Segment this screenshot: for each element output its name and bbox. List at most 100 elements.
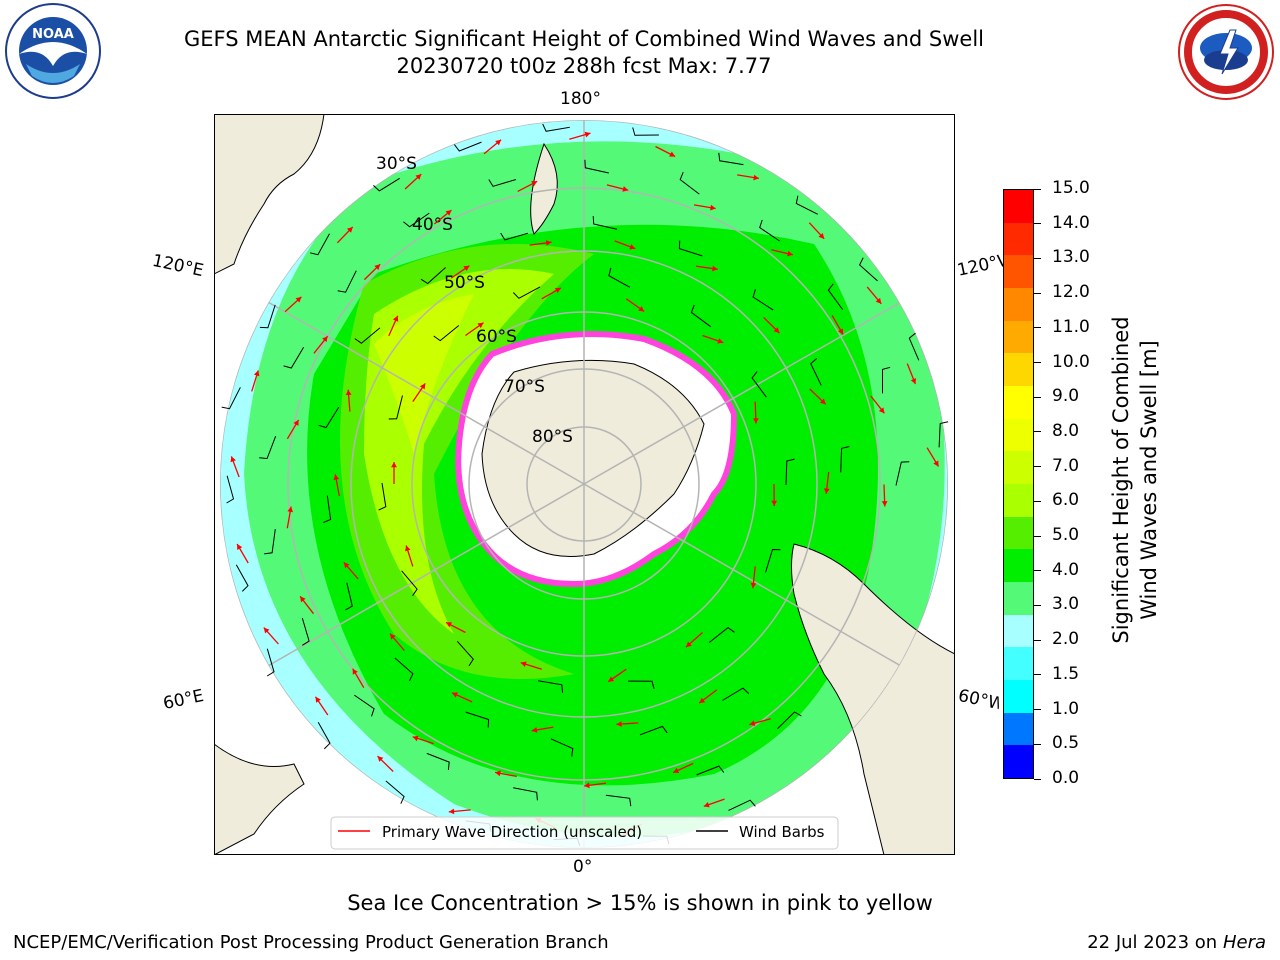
colorbar-tick-mark	[1034, 500, 1041, 502]
wave-arrow-head	[390, 633, 396, 640]
wind-barb	[722, 687, 750, 701]
colorbar-tick-mark	[1034, 709, 1041, 711]
colorbar-bin	[1004, 549, 1033, 582]
colorbar-tick-mark	[1034, 362, 1041, 364]
wind-barb	[858, 257, 878, 282]
wind-barb	[354, 694, 375, 717]
colorbar-bin	[1004, 712, 1033, 746]
lon-label-60w: 60°W	[956, 685, 1002, 715]
lat-label-80s: 80°S	[532, 427, 573, 447]
wave-arrow-head	[710, 204, 716, 211]
wind-barb	[323, 495, 332, 524]
wave-arrow-head	[352, 668, 358, 675]
wave-arrow-head	[477, 322, 484, 329]
wave-arrow-head	[622, 186, 629, 192]
wave-arrow-head	[545, 240, 552, 246]
wave-arrow-head	[673, 767, 680, 773]
wind-barb	[456, 640, 474, 667]
wave-arrow-head	[773, 327, 780, 333]
colorbar-tick-mark	[1034, 223, 1041, 225]
colorbar-bin	[1004, 189, 1033, 223]
colorbar-label: Significant Height of Combined Wind Wave…	[1107, 250, 1163, 710]
wave-arrow-head	[838, 328, 844, 335]
wave-arrow-head	[554, 287, 561, 293]
wind-barb	[550, 738, 574, 757]
wave-arrow-head	[753, 174, 759, 181]
wind-barb	[840, 446, 850, 473]
wind-barb	[378, 482, 387, 511]
colorbar-tick-label: 9.0	[1052, 386, 1080, 407]
colorbar-tick-mark	[1034, 535, 1041, 537]
footer-date-text: 22 Jul 2023 on	[1087, 932, 1223, 953]
wave-arrow-head	[230, 456, 236, 463]
wave-arrow-head	[300, 596, 306, 603]
colorbar-tick-label: 1.0	[1052, 698, 1080, 719]
colorbar-tick-label: 12.0	[1052, 282, 1090, 303]
colorbar-bin	[1004, 745, 1033, 778]
colorbar-tick-mark	[1034, 396, 1041, 398]
lon-label-120e: 120°E	[150, 250, 206, 282]
wave-arrow-head	[333, 474, 340, 481]
wind-barb	[373, 177, 400, 192]
wave-arrow-head	[787, 250, 793, 257]
wind-barb	[500, 232, 529, 241]
wind-barb	[221, 387, 241, 410]
wind-barb	[259, 435, 277, 460]
footer-host: Hera	[1222, 932, 1266, 953]
colorbar-tick-mark	[1034, 327, 1041, 329]
colorbar-tick-mark	[1034, 466, 1041, 468]
wave-arrow-head	[749, 720, 756, 726]
wind-barb	[765, 548, 781, 573]
wind-barb	[394, 657, 414, 682]
wind-barb	[512, 286, 541, 299]
wind-barb	[751, 371, 767, 398]
sea-ice-caption: Sea Ice Concentration > 15% is shown in …	[347, 891, 933, 915]
wave-arrow-head	[638, 306, 645, 312]
wind-barb	[759, 219, 780, 242]
wind-barb	[433, 325, 460, 342]
wind-barb	[678, 240, 703, 257]
wind-barb	[785, 458, 795, 486]
wind-barb	[696, 765, 725, 776]
wind-barb	[908, 332, 920, 361]
wind-barb	[752, 289, 774, 311]
colorbar-tick-label: 11.0	[1052, 316, 1090, 337]
lat-label-50s: 50°S	[444, 273, 485, 293]
wind-barb	[226, 475, 235, 504]
wave-arrow-head	[343, 562, 350, 569]
colorbar-tick-mark	[1034, 257, 1041, 259]
colorbar-tick-label: 5.0	[1052, 525, 1080, 546]
graticule	[220, 120, 948, 848]
legend-barb-label: Wind Barbs	[739, 823, 825, 841]
wave-arrow-head	[374, 264, 381, 270]
wind-barb	[259, 304, 276, 329]
wave-arrow-head	[819, 398, 826, 405]
wave-arrow-head	[315, 696, 321, 703]
wind-barb	[538, 680, 564, 693]
vector-layer	[221, 123, 949, 846]
colorbar-label-line2: Wind Waves and Swell [m]	[1137, 340, 1161, 620]
lat-label-70s: 70°S	[504, 377, 545, 397]
colorbar-tick-label: 15.0	[1052, 178, 1090, 198]
colorbar	[1003, 189, 1034, 779]
wind-barb	[679, 172, 700, 195]
colorbar-tick-label: 2.0	[1052, 629, 1080, 650]
wave-arrow-head	[584, 131, 591, 138]
lon-label-180: 180°	[560, 89, 601, 109]
africa-land	[214, 743, 305, 855]
wave-arrow-head	[699, 697, 706, 704]
colorbar-tick-mark	[1034, 743, 1041, 745]
colorbar-bin	[1004, 255, 1033, 288]
colorbar-tick-label: 3.0	[1052, 594, 1080, 615]
wind-barb	[938, 421, 949, 448]
wave-arrow-head	[345, 389, 352, 396]
colorbar-tick-label: 8.0	[1052, 420, 1080, 441]
wind-barb	[266, 648, 275, 677]
wave-arrow-head	[293, 419, 299, 426]
colorbar-tick-mark	[1034, 292, 1041, 294]
colorbar-tick-mark	[1034, 639, 1041, 641]
wind-barb	[605, 794, 632, 807]
wind-barb	[708, 626, 735, 643]
wind-barb	[337, 270, 357, 293]
chart-title: GEFS MEAN Antarctic Significant Height o…	[183, 27, 985, 51]
